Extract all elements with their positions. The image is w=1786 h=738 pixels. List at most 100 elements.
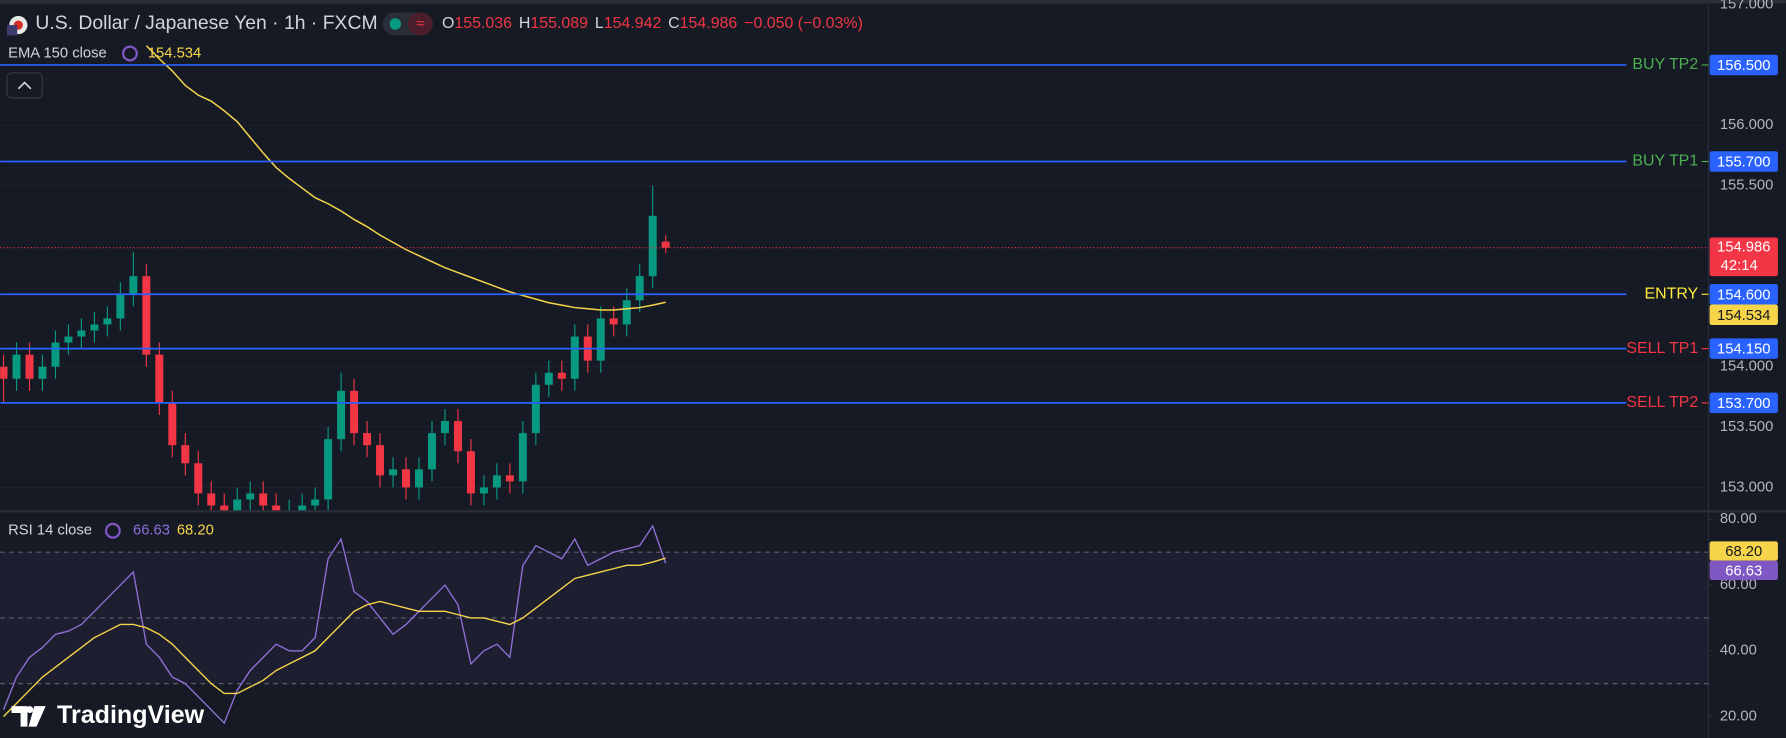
candle-body [635,276,644,301]
candle-body [90,324,99,331]
ohlc-label: L [595,15,604,32]
candle-body [544,372,553,385]
ohlc-legend: O155.036 H155.089 L154.942 C154.986 −0.050 (… [442,15,863,32]
candle-body [25,354,34,379]
y-tick-label: 153.000 [1720,479,1773,495]
candle-body [77,330,86,337]
ema-tag-text: 154.534 [1717,308,1771,324]
rsi-ma-tag-text: 68.20 [1725,544,1762,560]
candle-body [181,445,190,464]
level-tag [1709,338,1778,359]
candle-body [38,366,47,379]
candle-body [337,390,346,440]
candle-body [440,421,449,434]
candle-body [350,390,359,434]
top-border [0,0,1786,4]
rsi-pane [0,524,1709,725]
candle-body [466,451,475,494]
candle-body [194,463,203,494]
candle-body [129,276,138,295]
candle-body [51,342,60,367]
candle-body [155,354,164,403]
candle-body [402,469,410,488]
candle-body [479,487,488,494]
candle-body [609,318,618,325]
ema-line [145,45,666,311]
level-tag-text: 156.500 [1717,58,1771,74]
y-tick-label: 40.00 [1720,643,1757,659]
candle-body [453,421,462,452]
level-tag [1709,151,1778,172]
rsi-ma-line [3,557,666,717]
candle-body [622,300,631,325]
market-open-dot [389,18,401,30]
candle-body [389,469,398,476]
candle-body [259,493,268,506]
y-tick-label: 60.00 [1720,577,1757,593]
level-label: SELL TP2 [1626,394,1698,411]
candle-body [142,276,151,355]
candle-body [492,475,501,488]
ohlc-value: 155.089 [530,15,588,32]
candle-body [363,433,372,446]
indicator-icon [121,45,138,62]
status-pill[interactable] [407,12,433,36]
candle-body [661,241,670,248]
y-tick-label: 156.000 [1720,117,1773,133]
rsi-line [2,524,667,725]
candle-body [233,499,242,511]
ohlc-value: 154.942 [604,15,662,32]
status-icon: ≈ [416,16,424,32]
level-tag-text: 155.700 [1717,155,1771,171]
ohlc-label: H [519,15,531,32]
candle-body [648,215,657,277]
candle-body [220,505,229,511]
symbol-title: U.S. Dollar / Japanese Yen · 1h · FXCM [35,12,377,34]
level-tag [1709,54,1778,76]
rsi-ma-tag [1709,541,1778,561]
countdown: 42:14 [1721,258,1758,274]
level-tag-text: 154.600 [1717,287,1771,303]
y-tick-label: 153.500 [1720,419,1773,435]
flag-icon [6,25,18,36]
candle-body [246,493,255,500]
y-tick-label: 20.00 [1720,708,1757,724]
rsi-ma-value: 68.20 [177,523,214,539]
ohlc-value: 155.036 [454,15,512,32]
ema-legend: EMA 150 close 154.534 [8,45,201,61]
collapse-button[interactable] [6,72,43,99]
rsi-tag-text: 66.63 [1725,563,1762,579]
level-tag-text: 154.150 [1717,342,1771,358]
candle-body [427,433,436,470]
last-price-text: 154.986 [1717,240,1771,256]
level-tag-text: 153.700 [1717,396,1771,412]
candle-body [518,433,527,482]
change: −0.050 (−0.03%) [744,15,863,32]
candle-body [12,354,21,379]
candle-body [415,469,423,488]
y-tick-label: 155.500 [1720,178,1773,194]
level-label: SELL TP1 [1626,340,1698,357]
candle-body [324,439,333,500]
candle-body [168,402,177,446]
level-label: BUY TP1 [1632,153,1698,170]
candle-body [64,336,73,343]
candle-body [557,372,566,379]
rsi-value: 66.63 [133,523,170,539]
level-label: ENTRY [1644,285,1698,302]
candle-body [207,493,216,506]
candle-body [0,366,8,379]
price-axis: 157.000 156.000 155.500 154.000 153.500 153.0… [1626,0,1778,724]
ema-name: EMA 150 close [8,45,107,61]
candle-body [116,294,125,319]
candle-body [596,318,605,361]
rsi-name: RSI 14 close [8,523,92,539]
candle-body [376,445,385,476]
overlay: U.S. Dollar / Japanese Yen · 1h · FXCM ≈… [6,12,863,729]
candle-body [103,318,112,325]
candle-body [311,499,320,506]
watermark-logo [11,706,46,727]
